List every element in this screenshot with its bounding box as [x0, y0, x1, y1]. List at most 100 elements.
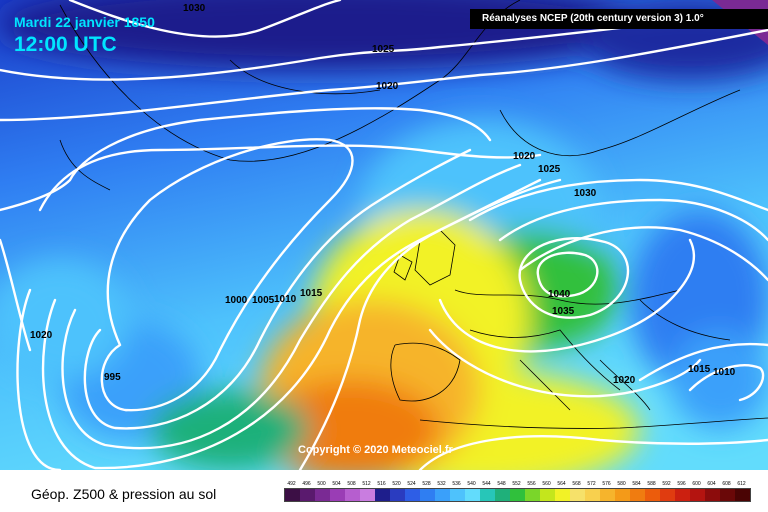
isobar-1020-east: [468, 178, 768, 222]
legend-tick: 580: [617, 481, 626, 487]
isobar-1040-high: [536, 251, 599, 298]
legend-tick: 500: [317, 481, 326, 487]
isobar-labels: 1030 1025 1020 1020 1025 1030 1040 1035 …: [30, 3, 736, 386]
isobar-south: [418, 435, 768, 470]
legend-tick: 512: [362, 481, 371, 487]
legend-swatch: [405, 489, 420, 501]
legend-tick: 568: [572, 481, 581, 487]
legend-tick: 496: [302, 481, 311, 487]
legend-swatch: [480, 489, 495, 501]
legend-swatch: [510, 489, 525, 501]
legend-tick: 608: [722, 481, 731, 487]
isobar-label-1020-west: 1020: [30, 330, 53, 341]
isobar-1025-east: [498, 198, 768, 242]
field-cyan-west: [0, 260, 130, 380]
isobar-label-1020-north: 1020: [376, 81, 399, 92]
isobar-label-1005: 1005: [252, 295, 275, 306]
isobar-label-1020-south: 1020: [613, 375, 636, 386]
isobar-low-loop-995: [100, 138, 354, 412]
legend-swatch: [300, 489, 315, 501]
legend-swatch: [420, 489, 435, 501]
legend-tick: 604: [707, 481, 716, 487]
legend-swatch: [585, 489, 600, 501]
color-scale-legend: 492 496 500 504 508 512 516 520 524 528 532 536 540 5…: [284, 480, 751, 502]
legend-swatch: [660, 489, 675, 501]
isobar-1015: [16, 178, 562, 470]
legend-tick: 540: [467, 481, 476, 487]
isobar-label-1035: 1035: [552, 306, 575, 317]
isobar-label-1025-north: 1025: [372, 44, 395, 55]
legend-swatch: [375, 489, 390, 501]
coastlines: [59, 0, 768, 429]
legend-swatch: [540, 489, 555, 501]
isobar-label-995: 995: [104, 372, 121, 383]
isobar-label-1030-ne: 1030: [574, 188, 597, 199]
isobar-1020-arc: [0, 107, 492, 212]
legend-swatch: [675, 489, 690, 501]
legend-ticks: 492 496 500 504 508 512 516 520 524 528 532 536 540 5…: [284, 480, 751, 488]
legend-swatch: [570, 489, 585, 501]
isobar-1025-north: [0, 18, 692, 81]
isobar-1005: [61, 163, 522, 450]
isobar-label-1010: 1010: [274, 294, 297, 305]
legend-swatch: [735, 489, 750, 501]
map-time: 12:00 UTC: [14, 33, 117, 56]
isobar-label-1010-se: 1010: [713, 367, 736, 378]
legend-swatch: [315, 489, 330, 501]
isobar-1030-north: [68, 0, 342, 38]
legend-tick: 508: [347, 481, 356, 487]
legend-swatch: [645, 489, 660, 501]
legend-swatch: [525, 489, 540, 501]
legend-swatch: [705, 489, 720, 501]
isobar-1020-north: [0, 28, 768, 122]
legend-tick: 560: [542, 481, 551, 487]
isobar-label-1040: 1040: [548, 289, 571, 300]
legend-tick: 564: [557, 481, 566, 487]
legend-tick: 596: [677, 481, 686, 487]
legend-tick: 612: [737, 481, 746, 487]
legend-swatch: [600, 489, 615, 501]
isobars: [0, 0, 768, 470]
legend-swatch: [285, 489, 300, 501]
legend-tick: 552: [512, 481, 521, 487]
isobar-1030-east: [518, 226, 768, 282]
legend-swatch: [720, 489, 735, 501]
legend-tick: 492: [287, 481, 296, 487]
field-orange-core: [260, 380, 440, 470]
legend-tick: 528: [422, 481, 431, 487]
z500-pressure-map: 1030 1025 1020 1020 1025 1030 1040 1035 …: [0, 0, 768, 470]
legend-swatch: [615, 489, 630, 501]
legend-tick: 536: [452, 481, 461, 487]
legend-swatch: [555, 489, 570, 501]
legend-swatch: [495, 489, 510, 501]
legend-tick: 504: [332, 481, 341, 487]
legend-tick: 572: [587, 481, 596, 487]
legend-swatch: [360, 489, 375, 501]
legend-swatch: [630, 489, 645, 501]
copyright-label: Copyright © 2020 Meteociel.fr: [298, 444, 453, 456]
legend-swatch: [690, 489, 705, 501]
legend-tick: 532: [437, 481, 446, 487]
legend-swatch: [330, 489, 345, 501]
legend-tick: 556: [527, 481, 536, 487]
legend-swatch: [465, 489, 480, 501]
isobar-low-loop-1000: [83, 148, 472, 430]
legend-tick: 576: [602, 481, 611, 487]
legend-tick: 588: [647, 481, 656, 487]
isobar-label-1000: 1000: [225, 295, 248, 306]
legend-swatch: [435, 489, 450, 501]
legend-tick: 520: [392, 481, 401, 487]
legend-swatches: [284, 488, 751, 502]
legend-tick: 544: [482, 481, 491, 487]
legend-tick: 592: [662, 481, 671, 487]
legend-tick: 600: [692, 481, 701, 487]
isobar-label-1030-north: 1030: [183, 3, 206, 14]
isobar-label-1015-se: 1015: [688, 364, 711, 375]
legend-tick: 584: [632, 481, 641, 487]
field-blue-eastsouth: [670, 330, 768, 430]
source-label: Réanalyses NCEP (20th century version 3)…: [470, 9, 768, 29]
isobar-1020-west: [0, 238, 32, 352]
legend-swatch: [450, 489, 465, 501]
legend-tick: 524: [407, 481, 416, 487]
